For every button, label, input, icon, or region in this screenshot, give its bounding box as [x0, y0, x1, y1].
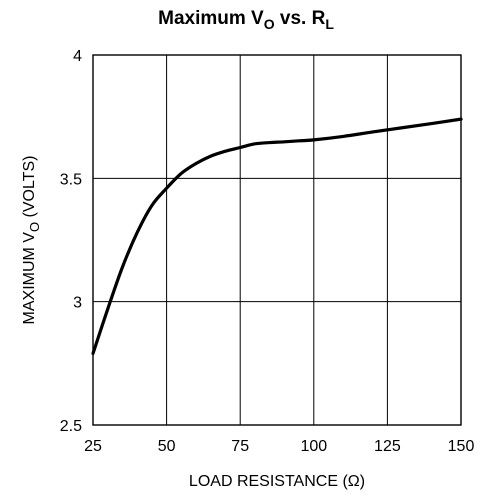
x-tick-label-2: 75 — [231, 438, 249, 455]
y-axis-label-units: (VOLTS) — [21, 156, 38, 222]
grid-lines — [93, 55, 461, 425]
y-axis-label: MAXIMUM VO (VOLTS) — [21, 156, 42, 325]
chart-title-main-subscript: O — [264, 16, 275, 32]
y-axis-label-subscript: O — [27, 222, 42, 232]
y-tick-label-3: 4 — [73, 48, 82, 65]
series-line — [91, 117, 463, 356]
x-tick-label-5: 150 — [448, 438, 475, 455]
x-tick-label-4: 125 — [374, 438, 401, 455]
chart-title-middle: vs. R — [275, 8, 326, 29]
y-tick-label-1: 3 — [73, 295, 82, 312]
y-tick-label-0: 2.5 — [60, 418, 82, 435]
chart-title: Maximum VO vs. RL — [158, 8, 334, 32]
chart-title-middle-subscript: L — [325, 16, 334, 32]
x-tick-label-0: 25 — [84, 438, 102, 455]
x-tick-label-3: 100 — [300, 438, 327, 455]
x-tick-label-1: 50 — [158, 438, 176, 455]
x-axis-label: LOAD RESISTANCE (Ω) — [189, 473, 365, 490]
plot-frame — [92, 54, 462, 426]
chart-title-main: Maximum V — [158, 8, 264, 29]
x-axis-tick-labels: 25 50 75 100 125 150 — [84, 438, 474, 455]
y-axis-tick-labels: 2.5 3 3.5 4 — [60, 48, 82, 435]
y-tick-label-2: 3.5 — [60, 171, 82, 188]
y-axis-label-main: MAXIMUM V — [21, 232, 38, 325]
